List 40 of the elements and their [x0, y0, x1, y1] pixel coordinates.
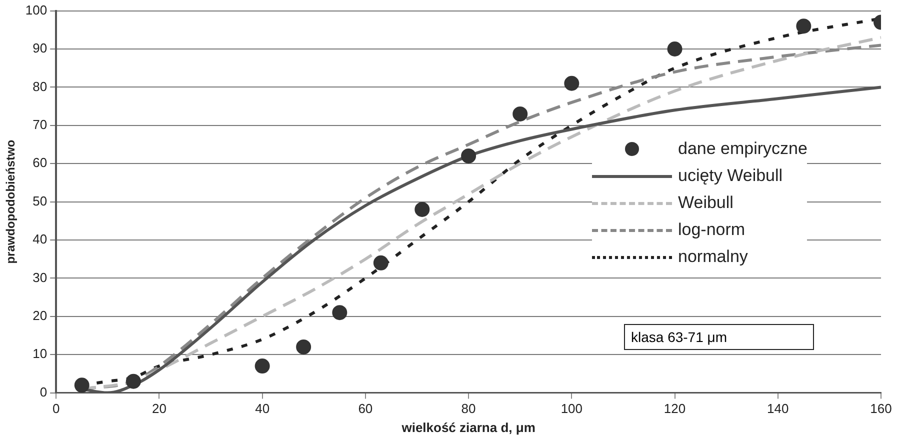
legend-label: log-norm: [678, 220, 746, 240]
x-tick-label: 160: [870, 401, 892, 416]
point: [414, 202, 430, 217]
point: [512, 106, 528, 122]
legend-label: ucięty Weibull: [678, 166, 783, 186]
y-tick-label: 30: [32, 270, 48, 285]
y-tick-label: 70: [32, 116, 48, 132]
legend-label: dane empiryczne: [678, 138, 808, 158]
y-tick-label: 90: [32, 40, 48, 56]
x-tick-label: 60: [358, 401, 373, 416]
y-tick-label: 80: [32, 78, 48, 94]
y-tick-label: 10: [32, 346, 48, 362]
point: [126, 374, 141, 389]
x-tick-label: 0: [52, 401, 60, 416]
y-axis-title: prawdopodobieństwo: [4, 140, 18, 264]
x-tick-label: 40: [255, 401, 270, 416]
point: [564, 76, 580, 91]
x-tick-label: 120: [664, 401, 686, 416]
point: [461, 148, 476, 164]
point: [254, 358, 270, 374]
annotation: klasa 63-71 μm: [624, 324, 814, 350]
point: [74, 378, 90, 393]
point: [373, 255, 388, 270]
x-tick-label: 140: [767, 401, 789, 416]
x-tick-label: 20: [152, 401, 166, 416]
y-tick-label: 60: [32, 155, 48, 170]
point: [296, 339, 312, 354]
x-axis-title: wielkość ziarna d, μm: [400, 420, 536, 435]
y-tick-label: 100: [25, 2, 48, 18]
y-tick-label: 40: [32, 232, 48, 247]
point: [332, 305, 348, 320]
point: [796, 18, 812, 34]
point: [667, 42, 682, 56]
y-tick-label: 50: [32, 193, 48, 208]
x-tick-label: 100: [560, 401, 583, 416]
x-tick-label: 80: [461, 401, 476, 416]
y-tick-label: 0: [40, 384, 48, 400]
legend-label: Weibull: [678, 192, 734, 212]
legend-label: normalny: [678, 246, 748, 266]
y-tick-label: 20: [32, 308, 48, 323]
